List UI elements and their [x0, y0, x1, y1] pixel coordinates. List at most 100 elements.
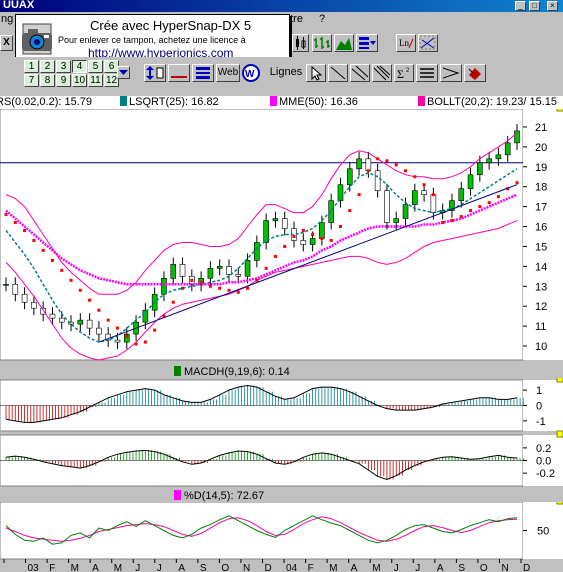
sar-dot — [348, 209, 352, 213]
sar-dot — [227, 288, 231, 292]
sar-dot — [50, 258, 54, 262]
panel-axis-area-3 — [523, 502, 563, 559]
panel-frame-3 — [0, 501, 524, 560]
candle-body — [142, 309, 149, 323]
macd-tick-label: 0 — [536, 401, 542, 413]
candle-body — [96, 327, 102, 335]
x-tick-label: J — [157, 563, 162, 572]
sar-dot — [376, 157, 380, 161]
layout-lines-icon[interactable] — [192, 64, 214, 82]
series-line-mme-50- — [5, 193, 518, 286]
candle-body — [319, 222, 325, 239]
mountain-chart-icon[interactable] — [334, 34, 354, 52]
x-tick-label: D — [265, 563, 272, 572]
sar-dot — [106, 318, 110, 322]
period-button-7[interactable]: 7 — [24, 74, 39, 87]
candle-body — [254, 242, 260, 261]
x-tick-label: A — [437, 563, 444, 572]
pointer-tool-icon[interactable] — [306, 64, 326, 82]
period-button-12[interactable]: 12 — [104, 74, 119, 87]
stamp-line-2: Pour enlever ce tampon, achetez une lice… — [58, 35, 246, 45]
close-chart-button[interactable]: X — [0, 35, 13, 51]
candle-body — [58, 317, 65, 323]
period-button-11[interactable]: 11 — [88, 74, 103, 87]
macd-label: MACDH(9,19,6): 0.14 — [184, 366, 290, 378]
close-button[interactable]: × — [547, 1, 558, 11]
candle-body — [374, 170, 381, 191]
period-button-5[interactable]: 5 — [88, 60, 103, 73]
period-dropdown-icon[interactable] — [117, 66, 130, 79]
candle-body — [384, 190, 390, 223]
sar-dot — [469, 209, 473, 213]
x-tick-label: S — [200, 563, 207, 572]
log-scale-icon[interactable]: Ln — [396, 34, 416, 52]
sar-dot — [134, 342, 138, 346]
period-button-2[interactable]: 2 — [40, 60, 55, 73]
period-button-10[interactable]: 10 — [72, 74, 87, 87]
menu-item-help[interactable]: ? — [319, 13, 326, 25]
candle-body — [40, 307, 46, 315]
maximize-button[interactable]: □ — [529, 1, 540, 11]
sar-dot — [171, 300, 175, 304]
hypersnap-stamp: Crée avec HyperSnap-DX 5 Pour enlever ce… — [15, 14, 290, 62]
channel-tool-icon[interactable] — [350, 64, 370, 82]
price-tick-label: 18 — [535, 182, 547, 194]
macd-tick-label: 1 — [536, 385, 542, 397]
candle-body — [3, 283, 9, 286]
period-button-1[interactable]: 1 — [24, 60, 39, 73]
arrow-tool-icon[interactable] — [440, 64, 462, 82]
sar-dot — [431, 193, 435, 197]
legend-mme[interactable]: MME(50): 16.36 — [270, 96, 358, 108]
x-tick-label: 03 — [28, 563, 40, 572]
horizontal-line-red-icon[interactable] — [168, 64, 190, 82]
sar-dot — [125, 334, 129, 338]
drawing-tool-icon[interactable] — [418, 34, 438, 52]
stoch-series-pct-d — [5, 516, 518, 542]
x-tick-label: O — [221, 563, 229, 572]
web-button[interactable]: Web — [216, 64, 240, 82]
stoch-label: %D(14,5): 72.67 — [184, 490, 264, 502]
period-button-4[interactable]: 4 — [72, 60, 87, 73]
period-button-3[interactable]: 3 — [56, 60, 71, 73]
window-title-bar[interactable]: UUAX _ □ × — [0, 0, 563, 12]
bar-chart-icon[interactable] — [312, 34, 332, 52]
candle-body — [179, 264, 186, 277]
parallel-lines-icon[interactable] — [372, 64, 392, 82]
price-tick-label: 10 — [535, 341, 547, 353]
period-button-9[interactable]: 9 — [56, 74, 71, 87]
sar-dot — [190, 278, 194, 282]
candlestick-icon[interactable] — [292, 34, 309, 52]
candle-body — [123, 333, 130, 343]
macd-tick-label: -1 — [536, 416, 546, 428]
price-tick-label: 21 — [535, 122, 547, 134]
menu-item-left[interactable]: ng — [1, 13, 14, 25]
legend-rs[interactable]: RS(0.02,0.2): 15.79 — [0, 96, 92, 108]
sar-dot — [338, 225, 342, 229]
candle-body — [207, 268, 214, 279]
chart-style-dropdown-icon[interactable] — [356, 34, 378, 52]
text-lines-icon[interactable] — [416, 64, 438, 82]
zoom-vertical-icon[interactable] — [144, 64, 166, 82]
candle-body — [309, 238, 316, 245]
stoch-series-pct-k — [5, 515, 518, 545]
candle-body — [244, 260, 251, 277]
legend-mme-swatch — [270, 96, 277, 106]
period-button-8[interactable]: 8 — [40, 74, 55, 87]
candle-body — [337, 184, 344, 201]
eraser-tool-icon[interactable] — [464, 64, 486, 82]
legend-lsqrt[interactable]: LSQRT(25): 16.82 — [120, 96, 219, 108]
legend-mme-text: MME(50): 16.36 — [279, 96, 358, 108]
web-globe-icon[interactable]: W — [241, 64, 261, 82]
svg-text:W: W — [245, 69, 255, 80]
trend-line — [98, 184, 518, 343]
legend-bollt[interactable]: BOLLT(20,2): 19.23/ 15.15 — [418, 96, 557, 108]
minimize-button[interactable]: _ — [515, 1, 526, 11]
trendline-tool-icon[interactable] — [328, 64, 348, 82]
sar-dot — [478, 205, 482, 209]
candle-body — [393, 218, 400, 223]
sar-dot — [515, 181, 519, 185]
stock-chart[interactable]: 10111213141516171819202110-10.20.0-0.2MA… — [0, 109, 563, 572]
sar-dot — [301, 229, 305, 233]
x-tick-label: D — [523, 563, 530, 572]
